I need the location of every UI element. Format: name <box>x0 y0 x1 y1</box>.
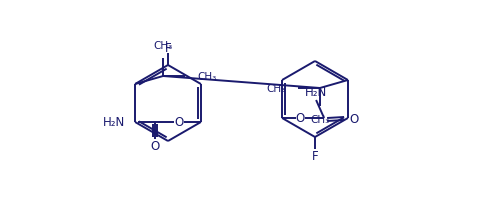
Text: CH₃: CH₃ <box>197 72 216 82</box>
Text: CH₃: CH₃ <box>153 41 173 51</box>
Text: H₂N: H₂N <box>103 116 125 129</box>
Text: F: F <box>312 149 318 162</box>
Text: CH₃: CH₃ <box>310 115 330 124</box>
Text: CH₃: CH₃ <box>267 84 286 94</box>
Text: H₂N: H₂N <box>305 86 327 99</box>
Text: O: O <box>295 112 305 125</box>
Text: F: F <box>165 41 171 54</box>
Text: O: O <box>150 140 160 153</box>
Text: O: O <box>174 116 184 129</box>
Text: O: O <box>349 113 358 126</box>
